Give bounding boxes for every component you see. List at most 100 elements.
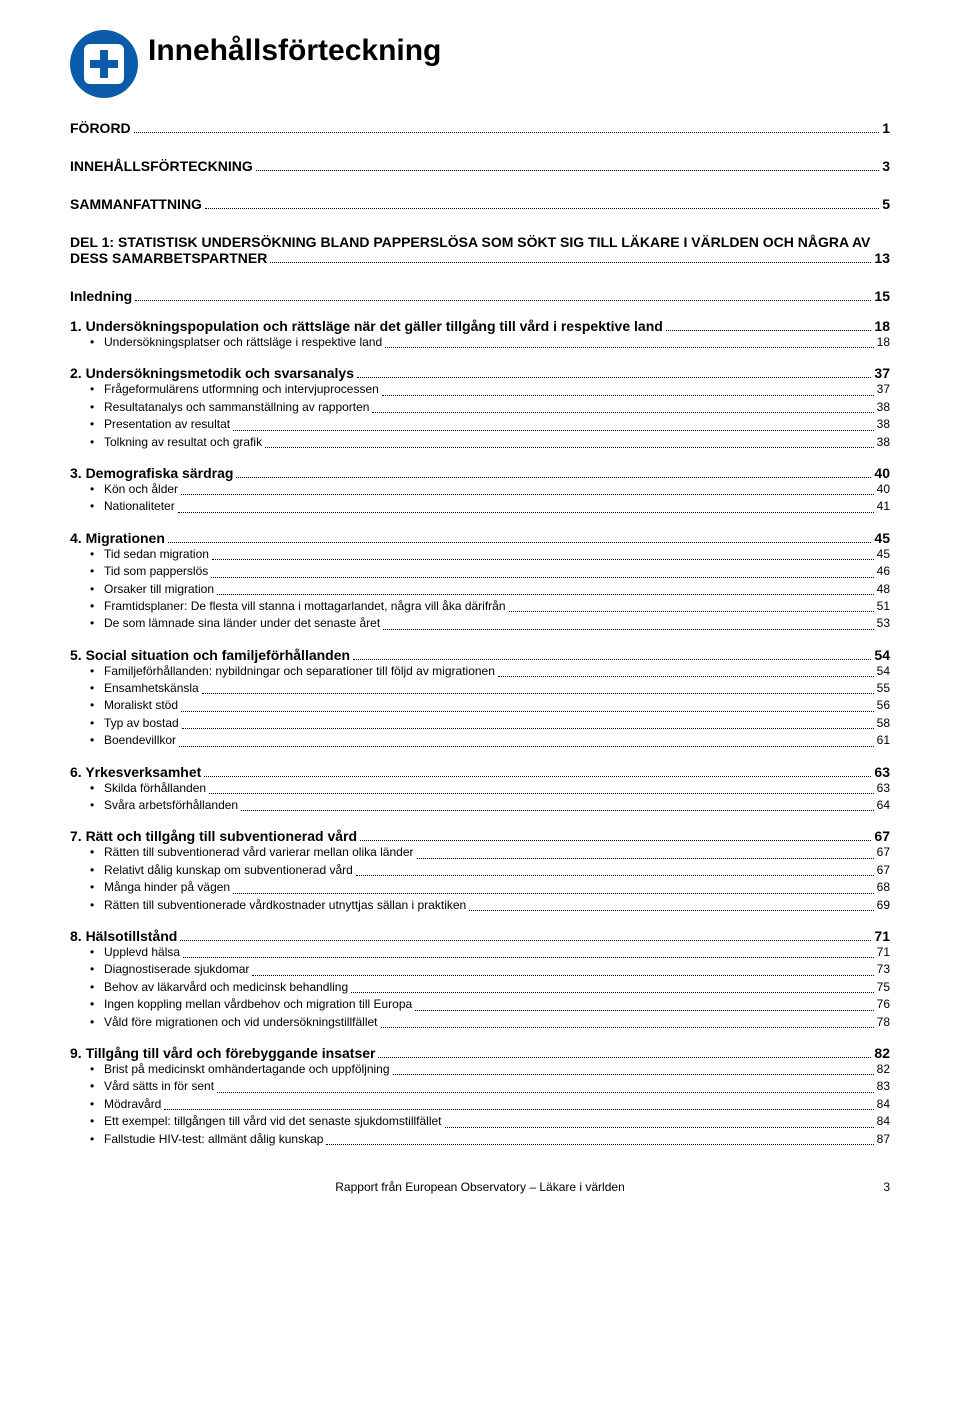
toc-row: Brist på medicinskt omhändertagande och … (70, 1061, 890, 1078)
toc-row: 1. Undersökningspopulation och rättsläge… (70, 318, 890, 334)
dot-leader (205, 196, 879, 209)
toc-page: 41 (877, 498, 890, 515)
dot-leader (498, 663, 874, 677)
toc-page: 38 (877, 434, 890, 451)
dot-leader (182, 715, 874, 729)
toc-page: 38 (877, 416, 890, 433)
toc-item-label: Många hinder på vägen (104, 879, 230, 896)
toc-page: 40 (877, 481, 890, 498)
dot-leader (469, 897, 873, 911)
dot-leader (666, 318, 872, 331)
toc-row: 8. Hälsotillstånd71 (70, 928, 890, 944)
toc-item-label: Tolkning av resultat och grafik (104, 434, 262, 451)
toc-row: Presentation av resultat38 (70, 416, 890, 433)
toc-page: 69 (877, 897, 890, 914)
dot-leader (135, 288, 871, 301)
toc-row: DEL 1: STATISTISK UNDERSÖKNING BLAND PAP… (70, 234, 890, 266)
dot-leader (385, 334, 873, 348)
toc-row: 6. Yrkesverksamhet 63 (70, 764, 890, 780)
dot-leader (353, 647, 871, 660)
toc-row: Orsaker till migration48 (70, 581, 890, 598)
toc-page: 67 (874, 828, 890, 844)
toc-page: 84 (877, 1113, 890, 1130)
toc-row: Moraliskt stöd56 (70, 697, 890, 714)
toc-row: Svåra arbetsförhållanden64 (70, 797, 890, 814)
toc-row: INNEHÅLLSFÖRTECKNING3 (70, 158, 890, 174)
toc-item-label: De som lämnade sina länder under det sen… (104, 615, 380, 632)
toc-page: 54 (874, 647, 890, 663)
dot-leader (351, 979, 873, 993)
dot-leader (509, 598, 874, 612)
toc-page: 71 (877, 944, 890, 961)
dot-leader (265, 434, 874, 448)
dot-leader (445, 1113, 874, 1127)
toc-item-label: Relativt dålig kunskap om subventionerad… (104, 862, 353, 879)
toc-page: 83 (877, 1078, 890, 1095)
toc-page: 56 (877, 697, 890, 714)
toc-row: Tid som papperslös46 (70, 563, 890, 580)
logo-inner (84, 44, 124, 84)
toc-section-heading: 8. Hälsotillstånd (70, 928, 177, 944)
toc-page: 67 (877, 844, 890, 861)
toc-page: 54 (877, 663, 890, 680)
toc-page: 75 (877, 979, 890, 996)
toc-page: 76 (877, 996, 890, 1013)
toc-item-label: Diagnostiserade sjukdomar (104, 961, 249, 978)
dot-leader (241, 797, 874, 811)
toc-row: Kön och ålder 40 (70, 481, 890, 498)
toc-item-label: Brist på medicinskt omhändertagande och … (104, 1061, 390, 1078)
toc-item-label: Fallstudie HIV-test: allmänt dålig kunsk… (104, 1131, 323, 1148)
toc-heading-label: INNEHÅLLSFÖRTECKNING (70, 158, 253, 174)
toc-row: FÖRORD1 (70, 120, 890, 136)
toc-row: Ensamhetskänsla55 (70, 680, 890, 697)
toc-page: 18 (874, 318, 890, 334)
dot-leader (204, 764, 871, 777)
toc-page: 37 (877, 381, 890, 398)
toc-row: Rätten till subventionerad vård varierar… (70, 844, 890, 861)
toc-row: Behov av läkarvård och medicinsk behandl… (70, 979, 890, 996)
dot-leader (252, 961, 873, 975)
org-logo (70, 30, 138, 98)
toc-row: Resultatanalys och sammanställning av ra… (70, 399, 890, 416)
toc-section-heading: 2. Undersökningsmetodik och svarsanalys (70, 365, 354, 381)
dot-leader (393, 1061, 874, 1075)
toc-page: 84 (877, 1096, 890, 1113)
toc-row: Mödravård84 (70, 1096, 890, 1113)
toc-row: Tolkning av resultat och grafik 38 (70, 434, 890, 451)
toc-row: Fallstudie HIV-test: allmänt dålig kunsk… (70, 1131, 890, 1148)
toc-page: 82 (874, 1045, 890, 1061)
toc-section-heading: 9. Tillgång till vård och förebyggande i… (70, 1045, 375, 1061)
toc-page: 46 (877, 563, 890, 580)
toc-row: Undersökningsplatser och rättsläge i res… (70, 334, 890, 351)
toc-row: Skilda förhållanden63 (70, 780, 890, 797)
toc-row: Nationaliteter 41 (70, 498, 890, 515)
toc-row: Våld före migrationen och vid undersökni… (70, 1014, 890, 1031)
toc-row: Boendevillkor61 (70, 732, 890, 749)
toc-heading-label: Inledning (70, 288, 132, 304)
dot-leader (212, 546, 874, 560)
toc-row: Tid sedan migration45 (70, 546, 890, 563)
toc-page: 61 (877, 732, 890, 749)
toc-item-label: Orsaker till migration (104, 581, 214, 598)
toc-row: Upplevd hälsa 71 (70, 944, 890, 961)
toc-section-heading: 6. Yrkesverksamhet (70, 764, 201, 780)
dot-leader (417, 844, 874, 858)
toc-item-label: Behov av läkarvård och medicinsk behandl… (104, 979, 348, 996)
toc-page: 87 (877, 1131, 890, 1148)
toc-page: 73 (877, 961, 890, 978)
dot-leader (356, 862, 874, 876)
toc-item-label: Nationaliteter (104, 498, 175, 515)
toc-item-label: Upplevd hälsa (104, 944, 180, 961)
toc-item-label: Framtidsplaner: De flesta vill stanna i … (104, 598, 506, 615)
dot-leader (372, 399, 873, 413)
dot-leader (378, 1045, 871, 1058)
toc-item-label: Kön och ålder (104, 481, 178, 498)
toc-item-label: Svåra arbetsförhållanden (104, 797, 238, 814)
toc-section-heading: 5. Social situation och familjeförhållan… (70, 647, 350, 663)
toc-item-label: Vård sätts in för sent (104, 1078, 214, 1095)
toc-section-heading: 1. Undersökningspopulation och rättsläge… (70, 318, 663, 334)
toc-section-heading: 7. Rätt och tillgång till subventionerad… (70, 828, 357, 844)
toc-item-label: Frågeformulärens utformning och intervju… (104, 381, 379, 398)
dot-leader (181, 697, 874, 711)
toc-page: 63 (874, 764, 890, 780)
